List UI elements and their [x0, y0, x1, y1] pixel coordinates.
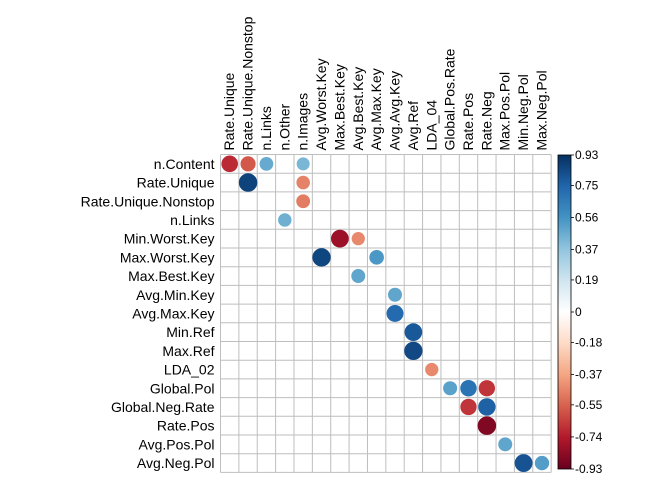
correlation-circle — [296, 194, 311, 209]
grid-layer — [220, 154, 552, 473]
colorbar-tick-label: 0.37 — [575, 243, 599, 257]
column-label: Rate.Neg — [478, 91, 494, 150]
colorbar-tick-label: -0.74 — [575, 430, 603, 444]
row-label: n.Content — [154, 156, 215, 172]
row-label: LDA_02 — [164, 362, 215, 378]
colorbar-tick-label: 0.75 — [575, 178, 599, 192]
row-label: Rate.Unique — [137, 175, 215, 191]
column-label: n.Links — [258, 106, 274, 150]
correlation-circle — [369, 250, 384, 265]
column-label: Min.Neg.Pol — [515, 74, 531, 150]
column-label: Max.Pos.Pol — [497, 72, 513, 151]
correlation-circle — [351, 269, 366, 284]
circle-layer — [221, 155, 550, 472]
colorbar-tick-label: -0.55 — [575, 398, 603, 412]
column-label: Avg.Best.Key — [350, 67, 366, 151]
column-label: Rate.Unique — [221, 72, 237, 150]
correlation-circle — [296, 157, 310, 171]
correlation-circle — [278, 213, 292, 227]
correlation-circle — [514, 454, 533, 472]
column-label: Avg.Ref — [405, 101, 421, 151]
correlation-circle — [498, 437, 513, 452]
row-label: Global.Neg.Rate — [111, 399, 215, 415]
correlation-circle — [534, 455, 550, 471]
colorbar: 0.93 0.75 0.56 0.37 0.19 0 -0.18 -0.37 -0.55 -0.7… — [557, 148, 603, 476]
correlation-circle — [404, 323, 423, 341]
correlation-circle — [331, 229, 349, 248]
column-label: Avg.Worst.Key — [313, 58, 329, 150]
colorbar-tick-label: -0.18 — [575, 335, 603, 349]
row-label: Min.Ref — [166, 324, 214, 340]
correlation-circle — [296, 175, 310, 190]
column-label: Avg.Avg.Key — [387, 71, 403, 151]
row-label: Avg.Max.Key — [132, 305, 214, 321]
colorbar-tick-label: 0.19 — [575, 273, 599, 287]
colorbar-tick-label: -0.37 — [575, 367, 603, 381]
correlation-circle — [240, 156, 256, 172]
correlation-circle — [388, 287, 403, 302]
column-labels: Rate.Unique Rate.Unique.Nonstop n.Links n.O… — [221, 16, 549, 150]
correlation-circle — [312, 248, 331, 267]
column-label: Max.Best.Key — [331, 64, 347, 150]
correlation-circle — [404, 341, 423, 361]
row-label: Max.Best.Key — [128, 268, 214, 284]
correlation-circle — [460, 379, 477, 397]
column-label: n.Other — [276, 103, 292, 150]
colorbar-tick-label: 0.93 — [575, 148, 599, 162]
colorbar-tick-label: 0 — [575, 305, 582, 319]
correlation-circle — [351, 232, 365, 246]
row-label: Avg.Min.Key — [136, 287, 214, 303]
row-label: Max.Worst.Key — [120, 249, 215, 265]
colorbar-gradient — [557, 154, 572, 470]
column-label: Avg.Max.Key — [368, 68, 384, 150]
row-label: Avg.Neg.Pol — [137, 455, 215, 471]
colorbar-tick-label: -0.93 — [575, 462, 603, 476]
correlation-circle — [443, 381, 458, 396]
correlation-circle — [425, 362, 439, 377]
row-label: Global.Pol — [150, 380, 215, 396]
row-labels: n.Content Rate.Unique Rate.Unique.Nonstop n… — [81, 156, 215, 471]
column-label: n.Images — [295, 93, 311, 151]
row-label: Avg.Pos.Pol — [138, 436, 214, 452]
correlation-circle — [477, 416, 497, 435]
correlation-circle — [238, 173, 258, 192]
correlation-circle — [478, 398, 496, 416]
correlation-circle — [460, 398, 477, 416]
column-label: Rate.Unique.Nonstop — [240, 16, 256, 150]
column-label: Global.Pos.Rate — [442, 48, 458, 150]
correlation-circle — [386, 304, 404, 322]
column-label: LDA_04 — [423, 100, 439, 151]
row-label: n.Links — [170, 212, 214, 228]
colorbar-tick-label: 0.56 — [575, 210, 599, 224]
column-label: Rate.Pos — [460, 93, 476, 151]
row-label: Rate.Pos — [157, 418, 215, 434]
column-label: Max.Neg.Pol — [533, 70, 549, 150]
correlation-circle — [478, 380, 496, 397]
row-label: Min.Worst.Key — [124, 231, 215, 247]
row-label: Rate.Unique.Nonstop — [81, 193, 215, 209]
correlation-circle — [259, 156, 274, 171]
row-label: Max.Ref — [162, 343, 214, 359]
correlation-circle — [221, 155, 238, 173]
